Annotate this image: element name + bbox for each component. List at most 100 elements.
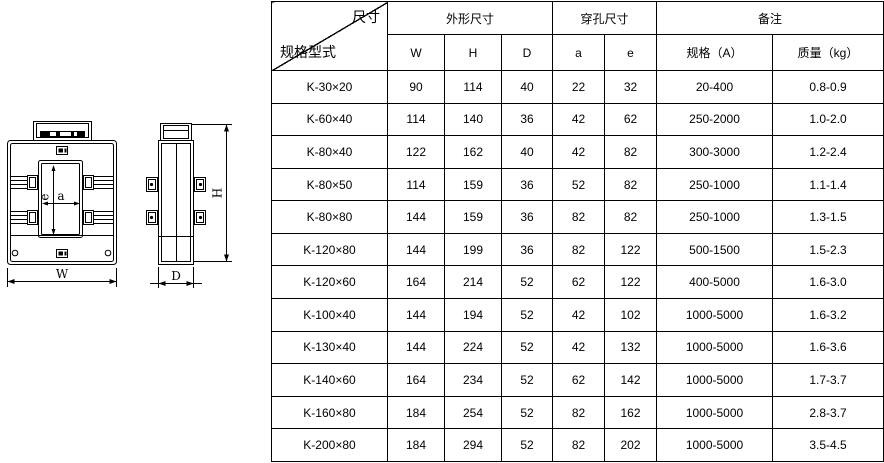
- value-cell: 90: [387, 70, 445, 104]
- group-header-hole-dims: 穿孔尺寸: [551, 1, 658, 35]
- model-cell: K-80×40: [271, 135, 388, 169]
- value-cell: 1000-5000: [656, 330, 774, 365]
- value-cell: 82: [552, 232, 605, 267]
- value-cell: 32: [603, 70, 658, 104]
- value-cell: 52: [501, 395, 553, 430]
- clip-left-upper: [10, 175, 38, 190]
- value-cell: 42: [552, 298, 605, 332]
- front-view: [7, 121, 117, 287]
- value-cell: 40: [501, 135, 553, 169]
- value-cell: 144: [387, 232, 445, 267]
- value-cell: 1.6-3.0: [772, 265, 884, 300]
- value-cell: 1000-5000: [656, 428, 774, 462]
- group-header-outline-dims: 外形尺寸: [387, 1, 553, 35]
- terminal-block: [33, 121, 92, 141]
- table-row: K-80×80 144 159 36 82 82 250-1000 1.3-1.5: [271, 200, 884, 234]
- value-cell: 1.2-2.4: [772, 135, 884, 169]
- dim-label-a: a: [57, 189, 64, 203]
- side-view: [146, 123, 232, 288]
- table-row: K-200×80 184 294 52 82 202 1000-5000 3.5-4.5: [271, 428, 884, 462]
- dim-d: [150, 267, 202, 288]
- value-cell: 0.8-0.9: [772, 70, 884, 104]
- column-header-0: W: [387, 34, 445, 71]
- value-cell: 164: [387, 265, 445, 300]
- value-cell: 122: [387, 135, 445, 169]
- value-cell: 52: [501, 363, 553, 397]
- value-cell: 162: [444, 135, 502, 169]
- value-cell: 159: [444, 200, 502, 234]
- mounting-hole-right: [104, 249, 112, 257]
- column-header-6: 质量（kg）: [772, 34, 884, 71]
- side-clip-left-upper: [146, 177, 158, 192]
- column-header-5: 规格（A）: [656, 34, 774, 71]
- value-cell: 36: [501, 232, 553, 267]
- value-cell: 1.0-2.0: [772, 102, 884, 137]
- value-cell: 42: [552, 102, 605, 137]
- value-cell: 144: [387, 298, 445, 332]
- value-cell: 42: [552, 135, 605, 169]
- value-cell: 142: [603, 363, 658, 397]
- value-cell: 500-1500: [656, 232, 774, 267]
- value-cell: 114: [444, 70, 502, 104]
- value-cell: 82: [603, 135, 658, 169]
- dimension-drawing: W H D a e: [0, 0, 270, 463]
- value-cell: 1000-5000: [656, 298, 774, 332]
- value-cell: 294: [444, 428, 502, 462]
- value-cell: 20-400: [656, 70, 774, 104]
- value-cell: 144: [387, 330, 445, 365]
- value-cell: 132: [603, 330, 658, 365]
- value-cell: 300-3000: [656, 135, 774, 169]
- value-cell: 1000-5000: [656, 395, 774, 430]
- value-cell: 184: [387, 395, 445, 430]
- value-cell: 52: [501, 330, 553, 365]
- corner-cell: 尺寸 规格型式: [271, 1, 388, 71]
- model-cell: K-100×40: [271, 298, 388, 332]
- value-cell: 52: [501, 298, 553, 332]
- value-cell: 122: [603, 265, 658, 300]
- value-cell: 1000-5000: [656, 363, 774, 397]
- value-cell: 1.3-1.5: [772, 200, 884, 234]
- value-cell: 82: [552, 200, 605, 234]
- model-cell: K-120×60: [271, 265, 388, 300]
- bottom-label-box: [56, 249, 68, 258]
- table-row: K-100×40 144 194 52 42 102 1000-5000 1.6-3.2: [271, 298, 884, 332]
- top-label-box: [56, 146, 68, 155]
- dim-e: [51, 165, 56, 235]
- value-cell: 114: [387, 167, 445, 202]
- group-header-remarks: 备注: [656, 1, 884, 35]
- value-cell: 62: [552, 363, 605, 397]
- value-cell: 159: [444, 167, 502, 202]
- group-header-row: 尺寸 规格型式 外形尺寸 穿孔尺寸 备注: [271, 1, 884, 71]
- value-cell: 82: [603, 200, 658, 234]
- value-cell: 250-1000: [656, 200, 774, 234]
- column-header-3: a: [552, 34, 605, 71]
- clip-left-lower: [10, 210, 38, 225]
- value-cell: 1.5-2.3: [772, 232, 884, 267]
- clip-right-lower: [83, 210, 114, 225]
- dim-label-h: H: [211, 188, 225, 198]
- side-clip-right-lower: [194, 210, 206, 225]
- side-clip-right-upper: [194, 177, 206, 192]
- value-cell: 144: [387, 200, 445, 234]
- dim-label-e: e: [38, 193, 52, 200]
- value-cell: 1.1-1.4: [772, 167, 884, 202]
- value-cell: 102: [603, 298, 658, 332]
- table-row: K-60×40 114 140 36 42 62 250-2000 1.0-2.0: [271, 102, 884, 137]
- column-header-1: H: [444, 34, 502, 71]
- dim-a: [42, 201, 80, 206]
- table-row: K-30×20 90 114 40 22 32 20-400 0.8-0.9: [271, 70, 884, 104]
- column-header-4: e: [603, 34, 658, 71]
- value-cell: 82: [603, 167, 658, 202]
- model-cell: K-80×50: [271, 167, 388, 202]
- value-cell: 52: [501, 428, 553, 462]
- value-cell: 184: [387, 428, 445, 462]
- value-cell: 52: [552, 167, 605, 202]
- clip-right-upper: [83, 175, 114, 190]
- value-cell: 1.6-3.6: [772, 330, 884, 365]
- value-cell: 224: [444, 330, 502, 365]
- value-cell: 36: [501, 167, 553, 202]
- value-cell: 82: [552, 395, 605, 430]
- table-row: K-120×80 144 199 36 82 122 500-1500 1.5-2.3: [271, 232, 884, 267]
